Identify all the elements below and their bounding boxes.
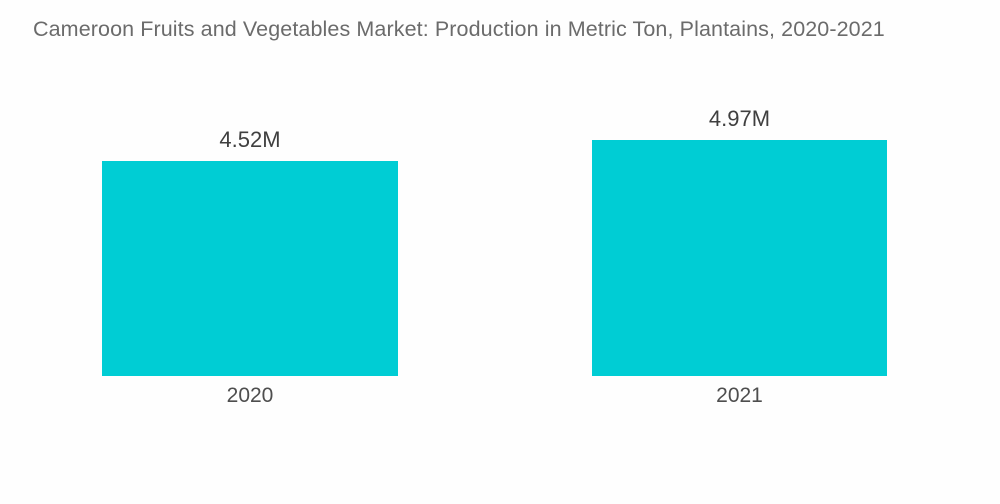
bar-category-label: 2021 xyxy=(716,384,763,407)
bar-group: 4.97M 2021 xyxy=(592,0,887,504)
chart-title: Cameroon Fruits and Vegetables Market: P… xyxy=(33,17,885,41)
bar-category-label: 2020 xyxy=(226,384,274,407)
bar-group: 4.52M 2020 xyxy=(102,0,398,504)
bar xyxy=(102,161,398,376)
bar xyxy=(592,140,887,376)
bar-value-label: 4.52M xyxy=(219,127,281,152)
bar-value-label: 4.97M xyxy=(708,106,771,131)
